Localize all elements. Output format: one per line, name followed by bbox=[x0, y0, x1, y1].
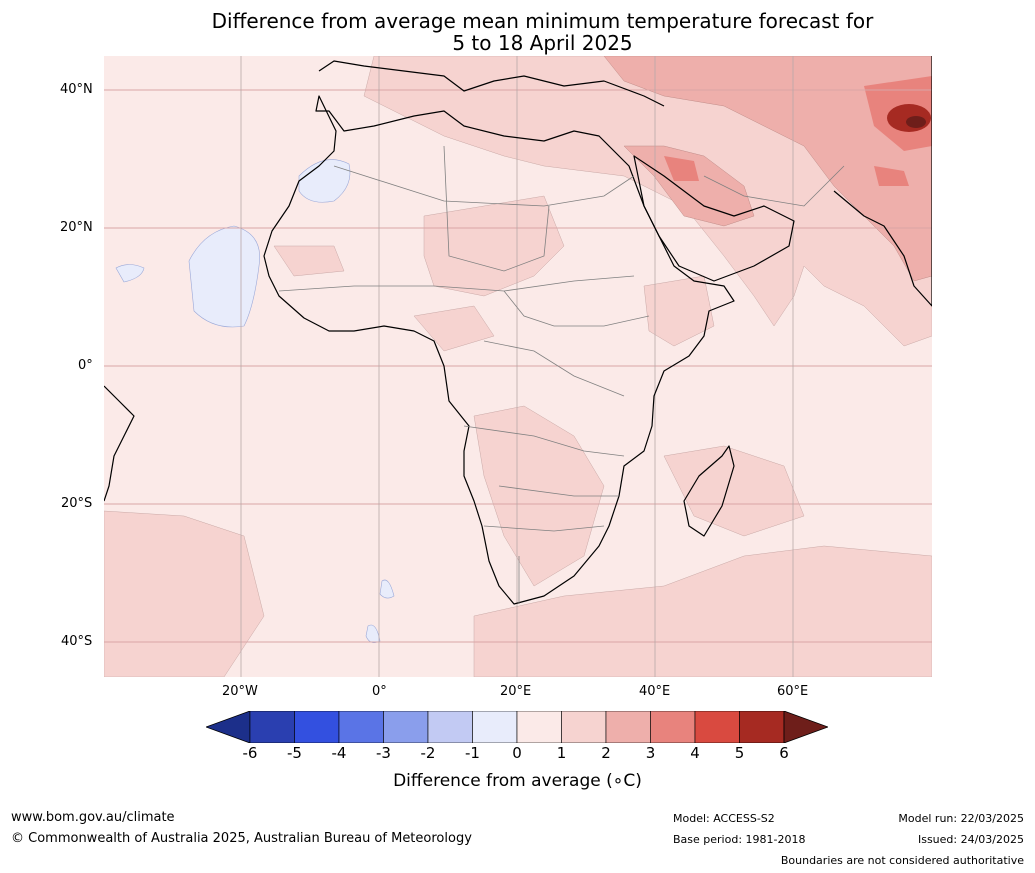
colorbar-extend-low bbox=[206, 711, 251, 743]
footer-boundaries: Boundaries are not considered authoritat… bbox=[780, 854, 1024, 867]
title-line-1: Difference from average mean minimum tem… bbox=[211, 9, 874, 33]
colorbar-tick-label: 4 bbox=[690, 744, 700, 762]
lat-label-40s: 40°S bbox=[61, 634, 93, 649]
colorbar-tick-label: -5 bbox=[287, 744, 302, 762]
lon-label-60e: 60°E bbox=[777, 684, 809, 699]
footer-model: Model: ACCESS-S2 bbox=[673, 812, 775, 825]
colorbar-tick-label: -4 bbox=[331, 744, 347, 762]
footer-base-period: Base period: 1981-2018 bbox=[673, 833, 806, 846]
lon-label-20e: 20°E bbox=[500, 684, 532, 699]
footer-model-run: Model run: 22/03/2025 bbox=[898, 812, 1024, 825]
title-line-2: 5 to 18 April 2025 bbox=[452, 31, 633, 55]
map-title: Difference from average mean minimum tem… bbox=[0, 10, 1035, 54]
colorbar-label: Difference from average (∘C) bbox=[393, 771, 642, 791]
lat-label-0: 0° bbox=[78, 358, 93, 373]
lon-label-40e: 40°E bbox=[639, 684, 671, 699]
colorbar-segment bbox=[472, 711, 518, 743]
colorbar-tick-label: 1 bbox=[556, 744, 567, 762]
colorbar-segment bbox=[694, 711, 740, 743]
colorbar-tick-label: -1 bbox=[465, 744, 480, 762]
map-gridlines bbox=[104, 89, 932, 643]
footer-issued: Issued: 24/03/2025 bbox=[917, 833, 1024, 846]
colorbar-tick-label: -2 bbox=[420, 744, 436, 762]
colorbar-segment bbox=[605, 711, 651, 743]
colorbar-tick-label: -6 bbox=[242, 744, 258, 762]
colorbar-segment bbox=[650, 711, 696, 743]
anomaly-1-2-zones bbox=[104, 56, 932, 677]
colorbar-segment bbox=[249, 711, 295, 743]
colorbar-tick-label: 2 bbox=[601, 744, 611, 762]
lon-label-20w: 20°W bbox=[222, 684, 258, 699]
colorbar-segment bbox=[561, 711, 607, 743]
footer-website: www.bom.gov.au/climate bbox=[11, 810, 175, 825]
colorbar-tick-label: 3 bbox=[645, 744, 656, 762]
anomaly-2-3-zones bbox=[603, 56, 932, 282]
colorbar-segment bbox=[383, 711, 429, 743]
lat-label-40n: 40°N bbox=[60, 82, 93, 97]
colorbar-segment bbox=[294, 711, 340, 743]
footer-copyright: © Commonwealth of Australia 2025, Austra… bbox=[11, 831, 472, 846]
colorbar-tick-label: 6 bbox=[779, 744, 789, 762]
anomaly-hotspot-core bbox=[906, 116, 926, 128]
lat-label-20n: 20°N bbox=[60, 220, 93, 235]
colorbar-tick-label: -3 bbox=[376, 744, 391, 762]
forecast-map bbox=[104, 56, 932, 677]
colorbar-segment bbox=[739, 711, 785, 743]
lat-label-20s: 20°S bbox=[61, 496, 93, 511]
colorbar-extend-high bbox=[783, 711, 828, 743]
coastlines bbox=[104, 56, 932, 605]
colorbar-tick-label: 0 bbox=[512, 744, 522, 762]
map-gridlines-lon bbox=[240, 56, 794, 677]
colorbar bbox=[206, 711, 828, 743]
colorbar-segment bbox=[516, 711, 562, 743]
colorbar-segment bbox=[338, 711, 384, 743]
country-borders bbox=[278, 145, 845, 604]
lon-label-0: 0° bbox=[372, 684, 387, 699]
colorbar-segment bbox=[427, 711, 473, 743]
anomaly-negative-zones bbox=[115, 159, 395, 643]
colorbar-tick-label: 5 bbox=[734, 744, 745, 762]
